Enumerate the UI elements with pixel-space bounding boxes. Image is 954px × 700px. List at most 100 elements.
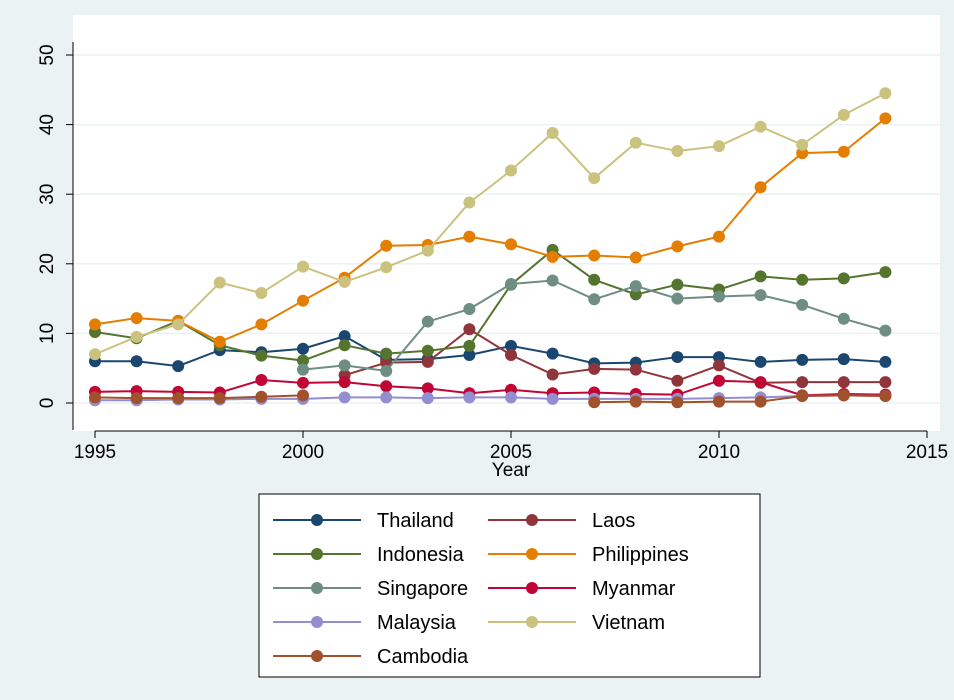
data-point-vietnam-2012 <box>796 138 809 151</box>
data-point-philippines-2008 <box>629 251 642 264</box>
data-point-myanmar-2001 <box>338 376 351 389</box>
data-point-vietnam-2013 <box>837 108 850 121</box>
y-tick-label: 20 <box>37 253 58 274</box>
data-point-vietnam-2006 <box>546 126 559 139</box>
data-point-myanmar-2000 <box>297 376 309 389</box>
data-point-vietnam-1996 <box>130 330 143 343</box>
data-point-myanmar-2003 <box>421 382 434 395</box>
legend-label: Singapore <box>377 578 468 600</box>
data-point-singapore-2005 <box>505 277 517 290</box>
data-point-vietnam-2004 <box>463 196 476 209</box>
data-point-cambodia-1998 <box>213 392 226 405</box>
data-point-vietnam-2010 <box>713 140 725 153</box>
data-point-vietnam-2005 <box>505 164 517 177</box>
data-point-laos-2007 <box>588 362 601 375</box>
legend-swatch-marker <box>311 582 323 594</box>
gridlines <box>73 54 940 404</box>
x-axis-ticks: 1995 2000 2005 2010 2015 <box>74 431 948 463</box>
data-point-philippines-2004 <box>463 230 476 243</box>
data-point-philippines-2011 <box>754 181 767 194</box>
data-point-indonesia-2008 <box>629 288 642 301</box>
data-point-malaysia-2001 <box>338 391 351 404</box>
data-point-philippines-2002 <box>380 239 393 252</box>
x-tick-label: 1995 <box>74 442 116 463</box>
y-tick-label: 30 <box>37 184 58 205</box>
series-line-thailand <box>95 335 886 368</box>
series-laos <box>338 323 892 389</box>
data-point-indonesia-2011 <box>754 270 767 283</box>
legend-label: Malaysia <box>377 612 457 634</box>
data-point-singapore-2009 <box>671 292 684 305</box>
data-point-vietnam-2001 <box>338 275 351 288</box>
legend-swatch-marker <box>311 514 323 526</box>
plot-area <box>73 15 940 431</box>
data-point-laos-2009 <box>671 374 684 387</box>
data-point-vietnam-2007 <box>588 172 601 185</box>
legend-label: Cambodia <box>377 646 469 668</box>
data-point-laos-2003 <box>421 355 434 368</box>
legend-item-singapore: Singapore <box>273 578 468 600</box>
data-point-indonesia-2003 <box>421 344 434 357</box>
data-point-philippines-2010 <box>713 230 725 243</box>
data-point-cambodia-2014 <box>879 390 892 403</box>
data-point-vietnam-1999 <box>255 287 268 300</box>
data-point-indonesia-2012 <box>796 273 809 286</box>
data-point-cambodia-2010 <box>713 395 725 408</box>
legend-swatch-marker <box>526 616 538 628</box>
data-point-vietnam-2002 <box>380 261 393 274</box>
data-point-cambodia-1995 <box>89 391 101 404</box>
x-axis-title: Year <box>492 460 531 481</box>
data-point-laos-2006 <box>546 368 559 381</box>
data-point-myanmar-2010 <box>713 374 725 387</box>
data-point-cambodia-2013 <box>837 389 850 402</box>
data-point-indonesia-1999 <box>255 349 268 362</box>
data-point-cambodia-1997 <box>172 392 185 405</box>
x-tick-label: 2005 <box>490 442 532 463</box>
series-line-vietnam <box>94 92 886 356</box>
legend-item-myanmar: Myanmar <box>488 578 676 600</box>
legend-swatch-marker <box>526 514 538 526</box>
legend-swatch-marker <box>311 616 323 628</box>
data-point-laos-2013 <box>837 376 850 389</box>
legend-label: Myanmar <box>592 578 676 600</box>
data-point-singapore-2014 <box>879 324 892 337</box>
data-point-singapore-2013 <box>837 312 850 325</box>
data-point-vietnam-2009 <box>671 145 684 158</box>
data-point-philippines-2006 <box>546 250 559 263</box>
legend-label: Thailand <box>377 510 454 532</box>
legend-swatch-marker <box>526 548 538 560</box>
data-point-malaysia-2003 <box>421 392 434 405</box>
data-point-malaysia-2005 <box>505 391 517 404</box>
series-group <box>89 87 892 409</box>
data-point-thailand-2004 <box>463 348 476 361</box>
data-point-singapore-2012 <box>796 298 809 311</box>
data-point-cambodia-2007 <box>588 396 601 409</box>
data-point-laos-2005 <box>505 348 517 361</box>
data-point-philippines-2000 <box>297 294 309 307</box>
data-point-singapore-2010 <box>713 290 725 303</box>
legend-label: Vietnam <box>592 612 665 634</box>
data-point-singapore-2003 <box>421 315 434 328</box>
series-line-indonesia <box>94 248 886 362</box>
data-point-cambodia-1999 <box>255 390 268 403</box>
legend-item-malaysia: Malaysia <box>273 612 457 634</box>
data-point-indonesia-2007 <box>588 273 601 286</box>
data-point-myanmar-2011 <box>754 376 767 389</box>
data-point-cambodia-1996 <box>130 392 143 405</box>
data-point-thailand-2005 <box>505 339 517 352</box>
data-point-laos-2004 <box>463 323 476 336</box>
data-point-vietnam-2014 <box>879 87 892 100</box>
data-point-laos-2008 <box>629 363 642 376</box>
data-point-vietnam-1997 <box>172 318 185 331</box>
data-point-indonesia-2002 <box>380 347 393 360</box>
series-line-philippines <box>94 117 887 343</box>
legend: Thailand Laos Indonesia Philippines Singapor… <box>273 510 689 668</box>
data-point-malaysia-2002 <box>380 391 393 404</box>
data-point-vietnam-2003 <box>421 244 434 257</box>
legend-item-cambodia: Cambodia <box>273 646 469 668</box>
data-point-cambodia-2008 <box>629 395 642 408</box>
data-point-indonesia-2014 <box>879 266 892 279</box>
data-point-singapore-2011 <box>754 289 767 302</box>
data-point-myanmar-2002 <box>380 380 393 393</box>
